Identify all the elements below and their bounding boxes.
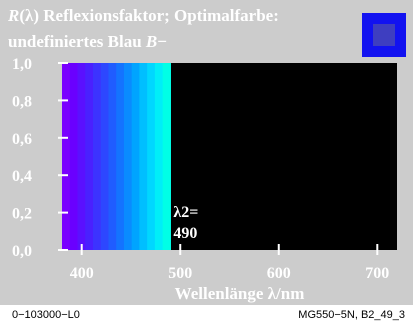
reflectance-band [123,63,133,250]
y-tick-label: 0,0 [12,243,32,260]
reflectance-band [139,63,148,250]
x-tick-label: 600 [267,265,291,282]
reflectance-band [92,63,102,250]
chart-title-line-1: R(λ) Reflexionsfaktor; Optimalfarbe: [8,6,279,25]
color-swatch-outer [362,13,406,57]
reflectance-band [69,63,79,250]
reflectance-band [108,63,117,250]
reflectance-chart: 0,0 0,2 0,4 0,6 0,8 1,0 400 500 600 700 Wellenläng… [12,56,397,303]
chart-frame: R(λ) Reflexionsfaktor; Optimalfarbe: und… [0,0,413,305]
reflectance-band [147,63,156,250]
reflectance-band [62,63,71,250]
footer-right-code: MG550−5N, B2_49_3 [298,309,405,321]
reflectance-band [85,63,94,250]
reflectance-band [116,63,125,250]
lambda2-annotation-label: λ2= [173,204,198,221]
x-tick-label: 700 [365,265,389,282]
chart-title-line-2: undefiniertes Blau B− [8,32,167,51]
y-tick-label: 0,4 [12,168,32,185]
x-axis-label: Wellenlänge λ/nm [175,284,305,303]
footer-left-code: 0−103000−L0 [12,309,80,321]
reflectance-band [162,63,171,250]
reflectance-band [154,63,164,250]
x-tick-label: 400 [70,265,94,282]
y-tick-label: 0,6 [12,131,32,148]
reflectance-band [131,63,141,250]
y-tick-label: 1,0 [12,56,32,73]
y-tick-label: 0,8 [12,93,32,110]
color-swatch-inner [373,24,395,46]
reflectance-band [77,63,86,250]
reflectance-band [100,63,110,250]
y-tick-label: 0,2 [12,206,32,223]
lambda2-annotation-value: 490 [173,225,197,242]
x-tick-label: 500 [168,265,192,282]
